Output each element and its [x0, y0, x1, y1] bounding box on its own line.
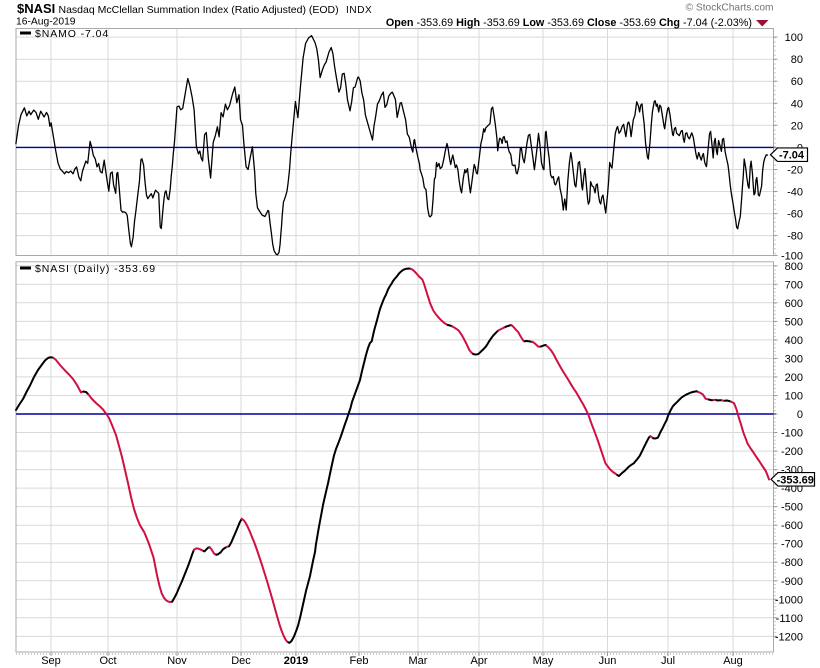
svg-text:100: 100	[785, 391, 803, 403]
svg-text:800: 800	[785, 261, 803, 273]
svg-text:20: 20	[791, 120, 803, 132]
svg-text:INDX: INDX	[346, 5, 372, 16]
svg-text:-700: -700	[781, 539, 803, 551]
svg-text:400: 400	[785, 335, 803, 347]
svg-text:Apr: Apr	[470, 655, 487, 667]
svg-text:200: 200	[785, 372, 803, 384]
svg-text:-900: -900	[781, 576, 803, 588]
svg-text:600: 600	[785, 298, 803, 310]
svg-text:-60: -60	[787, 209, 803, 221]
svg-text:Nov: Nov	[167, 655, 187, 667]
svg-text:-500: -500	[781, 502, 803, 514]
svg-text:Jun: Jun	[599, 655, 617, 667]
svg-text:-1100: -1100	[776, 613, 803, 625]
svg-text:$NASI: $NASI	[17, 1, 55, 16]
svg-text:60: 60	[791, 76, 803, 88]
svg-text:-1200: -1200	[775, 631, 803, 643]
svg-text:16-Aug-2019: 16-Aug-2019	[16, 17, 76, 28]
svg-text:Nasdaq McClellan Summation Ind: Nasdaq McClellan Summation Index (Ratio …	[59, 4, 339, 16]
svg-text:100: 100	[785, 32, 803, 44]
svg-text:Mar: Mar	[409, 655, 428, 667]
svg-text:© StockCharts.com: © StockCharts.com	[686, 3, 774, 14]
svg-text:-20: -20	[787, 165, 803, 177]
svg-text:Dec: Dec	[231, 655, 251, 667]
svg-text:Sep: Sep	[41, 655, 61, 667]
svg-text:40: 40	[791, 98, 803, 110]
svg-text:-200: -200	[781, 446, 803, 458]
svg-text:700: 700	[785, 279, 803, 291]
svg-text:-600: -600	[781, 520, 803, 532]
svg-text:2019: 2019	[284, 655, 308, 667]
svg-text:-80: -80	[787, 231, 803, 243]
svg-text:Oct: Oct	[99, 655, 116, 667]
svg-text:Jul: Jul	[661, 655, 675, 667]
svg-text:-1000: -1000	[775, 594, 803, 606]
svg-text:-800: -800	[781, 557, 803, 569]
svg-text:-7.04: -7.04	[779, 150, 805, 162]
svg-text:$NAMO -7.04: $NAMO -7.04	[35, 28, 109, 40]
svg-text:Aug: Aug	[723, 655, 743, 667]
svg-text:May: May	[533, 655, 554, 667]
svg-text:-353.69: -353.69	[777, 474, 814, 486]
svg-text:0: 0	[797, 409, 803, 421]
svg-text:-100: -100	[781, 251, 803, 263]
svg-text:-100: -100	[781, 428, 803, 440]
svg-text:80: 80	[791, 54, 803, 66]
svg-text:Open -353.69 High -353.69 Low: Open -353.69 High -353.69 Low -353.69 Cl…	[386, 17, 752, 29]
svg-text:300: 300	[785, 353, 803, 365]
svg-text:Feb: Feb	[350, 655, 369, 667]
svg-text:$NASI (Daily) -353.69: $NASI (Daily) -353.69	[35, 263, 156, 275]
svg-text:-40: -40	[787, 187, 803, 199]
svg-text:500: 500	[785, 316, 803, 328]
